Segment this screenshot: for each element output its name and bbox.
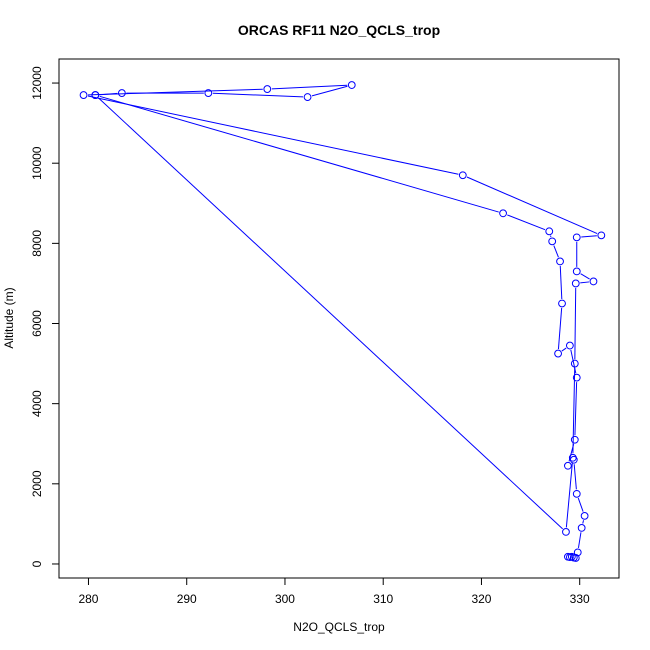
series-segment	[574, 287, 577, 360]
series-segment	[580, 273, 590, 280]
data-point	[571, 279, 580, 288]
data-point	[548, 237, 557, 246]
data-point	[303, 93, 312, 101]
x-tick-label: 310	[373, 592, 393, 606]
x-axis-label: N2O_QCLS_trop	[293, 620, 385, 634]
x-tick-label: 320	[471, 592, 491, 606]
series-segment	[561, 347, 567, 352]
data-point	[204, 89, 213, 97]
chart-title: ORCAS RF11 N2O_QCLS_trop	[238, 22, 440, 38]
data-point	[589, 277, 598, 286]
data-point	[571, 554, 580, 562]
data-point	[347, 81, 356, 89]
data-point	[562, 528, 570, 536]
data-point	[572, 267, 581, 276]
data-point	[263, 85, 272, 93]
data-point	[572, 373, 581, 382]
series-segment	[580, 281, 590, 284]
series-segment	[99, 95, 499, 213]
y-tick-label: 2000	[30, 470, 44, 497]
data-point	[565, 341, 574, 350]
series-segment	[466, 176, 598, 235]
plot-frame	[58, 58, 620, 579]
series-segment	[573, 464, 577, 490]
y-axis-label: Altitude (m)	[2, 287, 16, 348]
series-points	[79, 81, 606, 562]
data-point	[572, 489, 581, 498]
data-point	[554, 349, 562, 358]
series-segment	[88, 88, 263, 96]
series-segment	[87, 95, 459, 175]
data-point	[458, 171, 467, 180]
series-segment	[98, 97, 563, 530]
series-segment	[577, 497, 584, 512]
series-segment	[553, 245, 559, 258]
x-tick-label: 330	[570, 592, 590, 606]
series-segment	[559, 265, 563, 299]
data-point	[564, 461, 572, 470]
y-tick-label: 10000	[30, 146, 44, 180]
series-segment	[574, 382, 578, 436]
y-tick-label: 6000	[30, 310, 44, 337]
series-segment	[212, 92, 304, 98]
series-segment	[572, 368, 576, 454]
data-point	[91, 91, 100, 99]
x-tick-label: 290	[177, 592, 197, 606]
data-point	[558, 299, 566, 308]
data-point	[577, 524, 586, 532]
series-segment	[311, 85, 348, 97]
series-segment	[565, 462, 573, 528]
data-point	[570, 435, 579, 444]
data-point	[572, 233, 581, 242]
data-point	[568, 453, 577, 462]
data-point	[499, 209, 507, 218]
data-point	[580, 511, 589, 520]
y-axis: 0 2000 4000 6000 8000 10000 12000	[30, 66, 59, 567]
data-point	[556, 257, 564, 266]
x-tick-label: 300	[275, 592, 295, 606]
series-segment	[582, 520, 585, 524]
y-tick-label: 12000	[30, 66, 44, 100]
y-tick-label: 8000	[30, 230, 44, 257]
y-tick-label: 0	[30, 560, 44, 567]
x-tick-label: 280	[78, 592, 98, 606]
data-point	[545, 227, 554, 236]
y-tick-label: 4000	[30, 390, 44, 417]
series-segment	[507, 214, 546, 231]
data-point	[117, 89, 126, 97]
series-segment	[577, 532, 582, 548]
series-segment	[557, 307, 563, 350]
data-point	[573, 548, 582, 557]
data-point	[79, 91, 88, 99]
data-point	[570, 359, 579, 368]
x-axis: 280 290 300 310 320 330	[78, 578, 590, 606]
series-lines	[87, 84, 598, 548]
series-segment	[271, 84, 348, 90]
series-segment	[581, 235, 597, 238]
data-point	[597, 231, 606, 240]
